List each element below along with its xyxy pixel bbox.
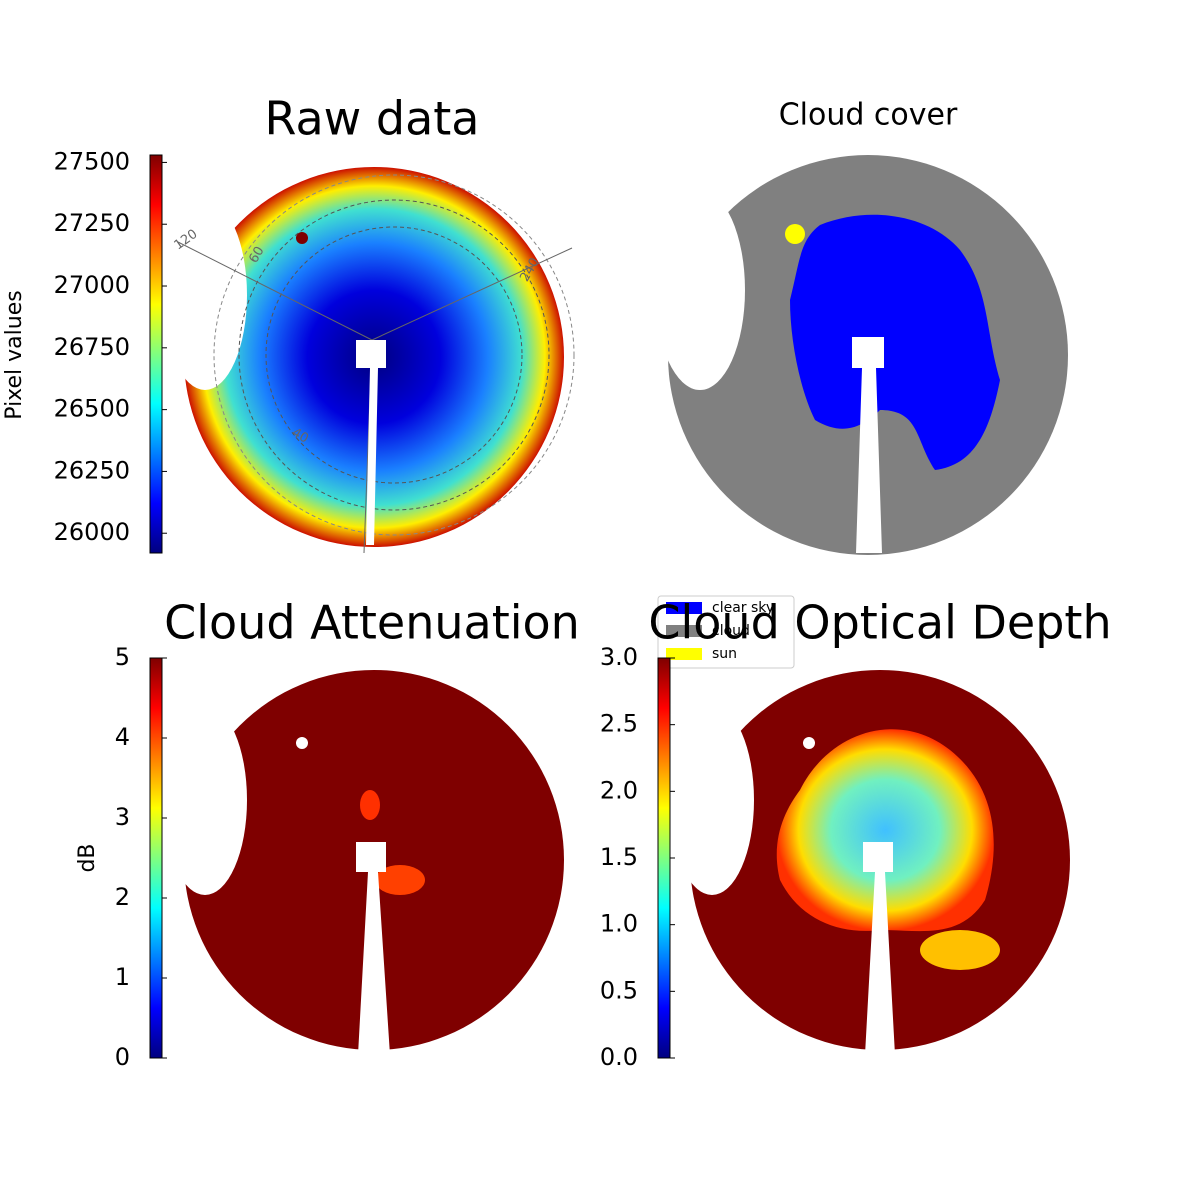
panel-title: Cloud cover (779, 98, 958, 133)
raw-image (163, 167, 575, 554)
colorbar (149, 657, 163, 1059)
colorbar-tick-label: 0.0 (600, 1043, 638, 1071)
colorbar-tick-label: 0 (115, 1043, 130, 1071)
legend-label: clear sky (712, 600, 774, 616)
colorbar-tick-label: 27500 (54, 147, 130, 175)
colorbar-label: dB (75, 843, 100, 872)
cloud-cover-image (655, 155, 1068, 555)
colorbar-tick-label: 5 (115, 643, 130, 671)
colorbar-tick-label: 1.0 (600, 910, 638, 938)
legend-swatch (666, 602, 702, 614)
panel-title: Raw data (265, 92, 480, 146)
colorbar-tick-label: 2.5 (600, 710, 638, 738)
colorbar-tick-label: 4 (115, 723, 130, 751)
colorbar-tick-label: 26750 (54, 333, 130, 361)
colorbar-tick-label: 26250 (54, 456, 130, 484)
legend-label: sun (712, 646, 737, 662)
colorbar-label: Pixel values (2, 290, 27, 419)
attenuation-image (163, 670, 564, 1055)
colorbar-tick-label: 26500 (54, 395, 130, 423)
colorbar-tick-label: 2.0 (600, 776, 638, 804)
legend-swatch (666, 648, 702, 660)
panel-title: Cloud Optical Depth (648, 596, 1111, 650)
colorbar-tick-label: 2 (115, 883, 130, 911)
colorbar-tick-label: 0.5 (600, 976, 638, 1004)
colorbar-tick-label: 3.0 (600, 643, 638, 671)
panel-title: Cloud Attenuation (164, 596, 580, 650)
colorbar-tick-label: 27250 (54, 209, 130, 237)
colorbar (149, 154, 163, 554)
optical-depth-image (670, 670, 1070, 1055)
colorbar-tick-label: 3 (115, 803, 130, 831)
legend-swatch (666, 625, 702, 637)
colorbar (657, 657, 671, 1059)
colorbar-tick-label: 26000 (54, 518, 130, 546)
colorbar-tick-label: 1 (115, 963, 130, 991)
colorbar-tick-label: 27000 (54, 271, 130, 299)
colorbar-tick-label: 1.5 (600, 843, 638, 871)
polar-annotation: 40 (289, 425, 311, 446)
legend-label: cloud (712, 623, 750, 639)
polar-annotation: 60 (246, 244, 267, 266)
